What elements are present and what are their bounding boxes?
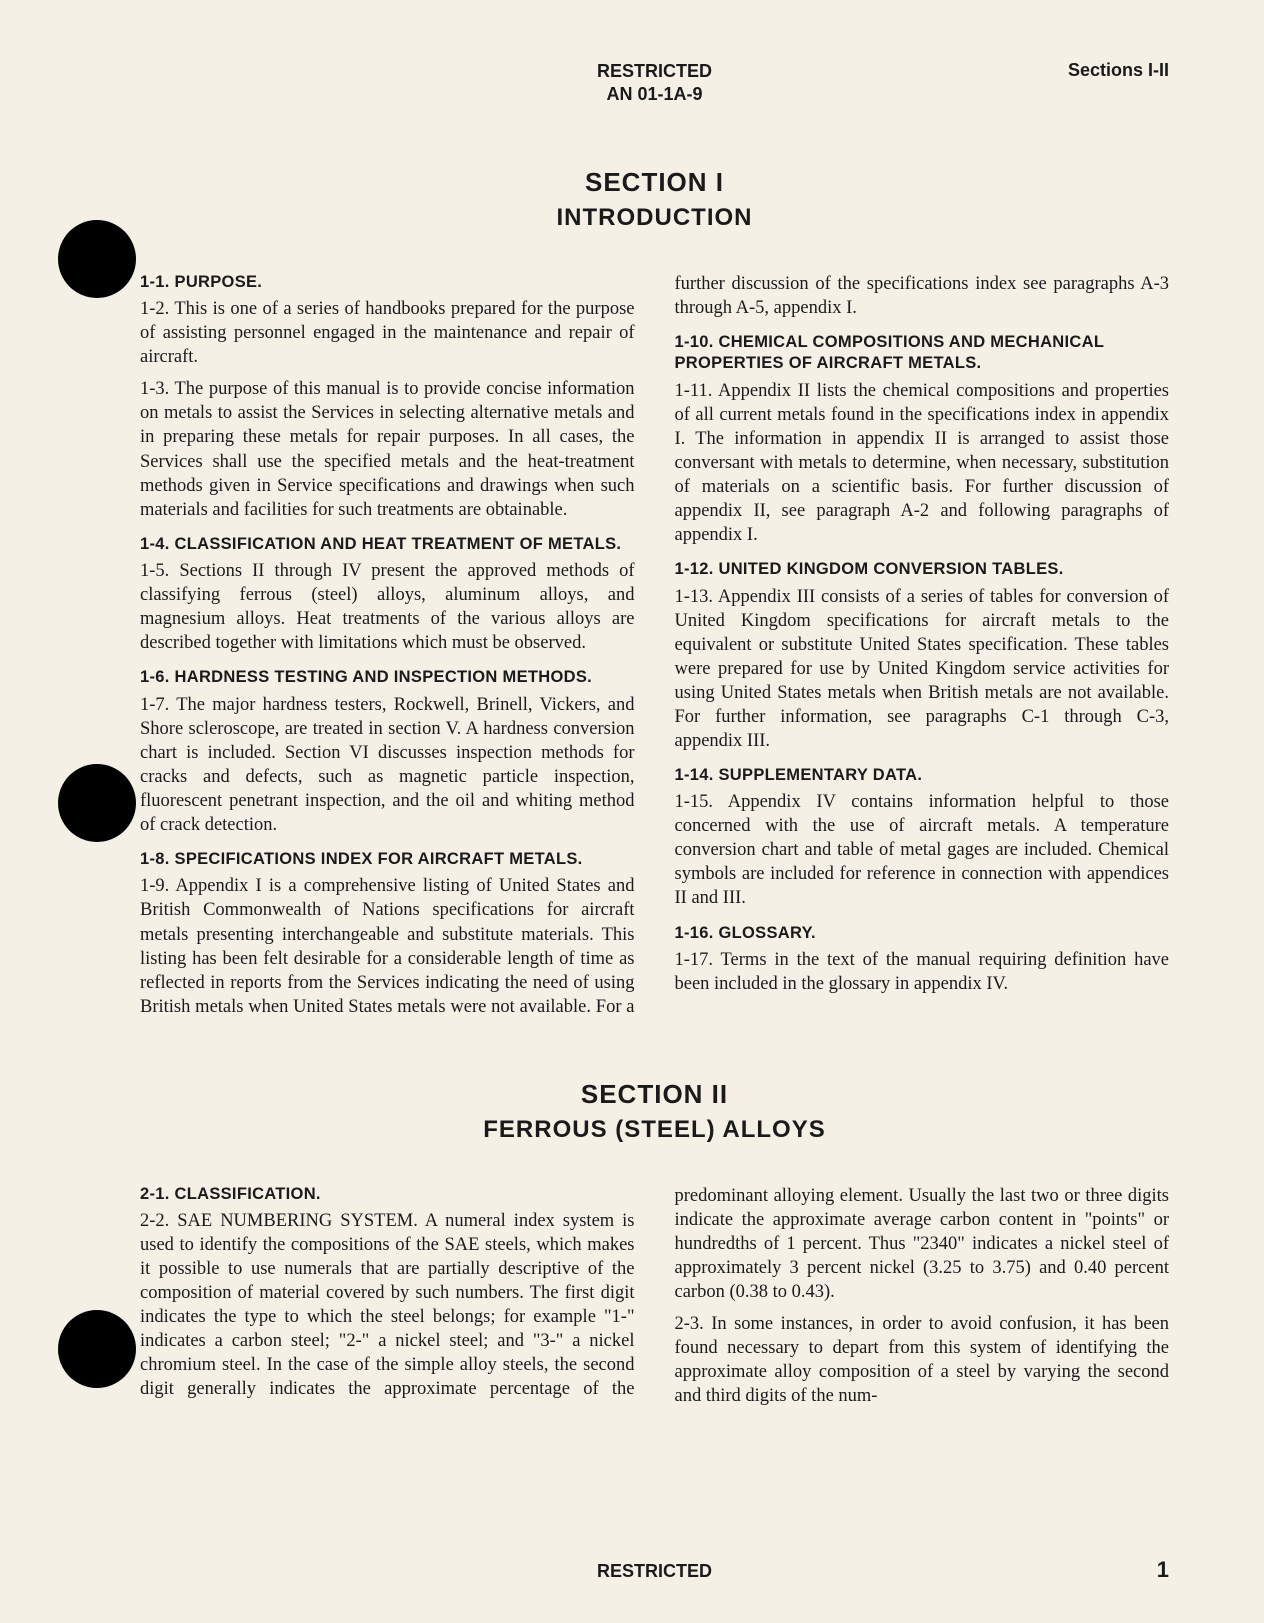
doc-number: AN 01-1A-9 — [260, 83, 1049, 106]
page-footer: RESTRICTED 1 — [140, 1557, 1169, 1583]
para-1-7: 1-7. The major hardness testers, Rockwel… — [140, 693, 635, 837]
classification-top: RESTRICTED — [260, 60, 1049, 83]
heading-2-1: 2-1. CLASSIFICATION. — [140, 1184, 635, 1205]
heading-1-6: 1-6. HARDNESS TESTING AND INSPECTION MET… — [140, 667, 635, 688]
para-1-3: 1-3. The purpose of this manual is to pr… — [140, 377, 635, 521]
para-2-3: 2-3. In some instances, in order to avoi… — [675, 1312, 1170, 1408]
section-2-body: 2-1. CLASSIFICATION. 2-2. SAE NUMBERING … — [140, 1184, 1169, 1409]
heading-1-8: 1-8. SPECIFICATIONS INDEX FOR AIRCRAFT M… — [140, 849, 635, 870]
para-1-15: 1-15. Appendix IV contains information h… — [675, 790, 1170, 910]
section-1: SECTION I INTRODUCTION 1-1. PURPOSE. 1-2… — [140, 167, 1169, 1019]
section-1-subtitle: INTRODUCTION — [140, 204, 1169, 232]
section-2-subtitle: FERROUS (STEEL) ALLOYS — [140, 1116, 1169, 1144]
para-1-11: 1-11. Appendix II lists the chemical com… — [675, 379, 1170, 547]
heading-1-16: 1-16. GLOSSARY. — [675, 923, 1170, 944]
document-page: RESTRICTED AN 01-1A-9 Sections I-II SECT… — [0, 0, 1264, 1623]
para-1-2: 1-2. This is one of a series of handbook… — [140, 297, 635, 369]
para-1-17: 1-17. Terms in the text of the manual re… — [675, 948, 1170, 996]
heading-1-10: 1-10. CHEMICAL COMPOSITIONS AND MECHANIC… — [675, 332, 1170, 375]
page-header: RESTRICTED AN 01-1A-9 Sections I-II — [140, 60, 1169, 107]
section-2-title: SECTION II — [140, 1079, 1169, 1110]
heading-1-1: 1-1. PURPOSE. — [140, 272, 635, 293]
section-1-title: SECTION I — [140, 167, 1169, 198]
section-2: SECTION II FERROUS (STEEL) ALLOYS 2-1. C… — [140, 1079, 1169, 1409]
para-1-5: 1-5. Sections II through IV present the … — [140, 559, 635, 655]
section-1-body: 1-1. PURPOSE. 1-2. This is one of a seri… — [140, 272, 1169, 1019]
classification-bottom: RESTRICTED — [180, 1561, 1129, 1582]
heading-1-12: 1-12. UNITED KINGDOM CONVERSION TABLES. — [675, 559, 1170, 580]
heading-1-14: 1-14. SUPPLEMENTARY DATA. — [675, 765, 1170, 786]
para-1-13: 1-13. Appendix III consists of a series … — [675, 585, 1170, 753]
heading-1-4: 1-4. CLASSIFICATION AND HEAT TREATMENT O… — [140, 534, 635, 555]
page-number: 1 — [1129, 1557, 1169, 1583]
sections-label: Sections I-II — [1049, 60, 1169, 81]
